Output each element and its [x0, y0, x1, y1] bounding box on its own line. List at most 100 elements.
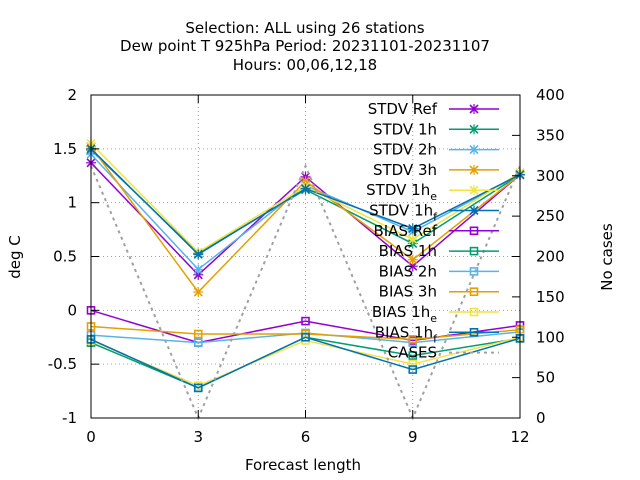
- legend-marker: [469, 246, 479, 256]
- series-line: [90, 336, 521, 389]
- y2-tick-label: 0: [536, 409, 546, 427]
- data-point: [407, 234, 418, 245]
- y-tick-label: -0.5: [48, 355, 77, 373]
- legend-item: BIAS 1hf: [375, 323, 499, 345]
- y2-tick-label: 100: [536, 328, 565, 346]
- y-tick-label: -1: [62, 409, 77, 427]
- title-line-2: Dew point T 925hPa Period: 20231101-2023…: [120, 37, 490, 55]
- series-10: [86, 332, 525, 391]
- legend-label-text: STDV 1h: [366, 181, 430, 199]
- chart-title: Selection: ALL using 26 stations Dew poi…: [120, 19, 490, 74]
- legend-label: CASES: [388, 344, 437, 362]
- x-axis-label: Forecast length: [245, 456, 361, 474]
- legend-item: STDV 1h: [373, 120, 499, 138]
- series-line: [90, 163, 521, 421]
- y-tick-label: 0: [67, 301, 77, 319]
- series-11: [86, 332, 525, 393]
- legend-marker: [469, 124, 479, 135]
- y2-tick-label: 400: [536, 86, 565, 104]
- legend-item: STDV 2h: [373, 141, 499, 159]
- series-12: [90, 163, 521, 421]
- x-tick-label: 12: [510, 428, 529, 446]
- series-1: [86, 144, 525, 259]
- data-point: [193, 383, 203, 393]
- y2-tick-label: 200: [536, 248, 565, 266]
- title-line-3: Hours: 00,06,12,18: [233, 56, 377, 74]
- legend-label-text: STDV Ref: [368, 100, 438, 118]
- legend-label-text: BIAS 1h: [379, 242, 437, 260]
- legend-label-text: BIAS 2h: [379, 262, 437, 280]
- legend-marker: [469, 144, 479, 155]
- legend-label-text: STDV 1h: [369, 202, 433, 220]
- legend-label-text: BIAS 1h: [372, 303, 430, 321]
- data-point: [193, 338, 203, 347]
- x-tick-label: 0: [86, 428, 96, 446]
- legend-item: STDV 1he: [366, 181, 499, 203]
- legend-item: BIAS 3h: [379, 283, 499, 301]
- legend-marker: [469, 267, 479, 276]
- data-point: [407, 223, 418, 234]
- legend-label: BIAS 1he: [372, 303, 437, 325]
- legend-label: BIAS 2h: [379, 262, 437, 280]
- data-point: [193, 249, 204, 260]
- series-5: [86, 143, 525, 260]
- y-tick-label: 2: [67, 86, 77, 104]
- legend-item: CASES: [388, 344, 499, 362]
- legend-label: BIAS Ref: [373, 222, 437, 240]
- legend-label: STDV Ref: [368, 100, 438, 118]
- data-point: [301, 332, 310, 342]
- legend-label-text: BIAS 3h: [379, 283, 437, 301]
- y2-tick-label: 150: [536, 288, 565, 306]
- data-point: [193, 264, 204, 275]
- legend-label-subscript: f: [433, 332, 438, 345]
- y2-axis-label: No cases: [598, 223, 616, 291]
- y2-tick-label: 50: [536, 369, 555, 387]
- y2-tick-label: 300: [536, 167, 565, 185]
- legend-item: BIAS 1he: [372, 303, 499, 325]
- legend-label-subscript: f: [433, 211, 438, 224]
- legend-label-subscript: e: [430, 312, 437, 325]
- legend-marker: [469, 164, 479, 175]
- data-point: [300, 183, 311, 194]
- legend-item: BIAS 2h: [379, 262, 499, 280]
- legend-item: BIAS 1h: [379, 242, 499, 260]
- legend-label-text: CASES: [388, 344, 437, 362]
- legend-label: STDV 3h: [373, 161, 437, 179]
- series-line: [90, 331, 521, 344]
- legend-marker: [469, 226, 479, 236]
- data-point: [193, 287, 204, 298]
- legend-label: STDV 1h: [373, 120, 437, 138]
- data-point: [301, 316, 310, 326]
- series-layer: [86, 138, 525, 421]
- legend-item: STDV 3h: [373, 161, 499, 179]
- legend-label: BIAS 1h: [379, 242, 437, 260]
- legend-marker: [469, 287, 479, 297]
- y2-tick-label: 250: [536, 207, 565, 225]
- x-tick-label: 9: [408, 428, 418, 446]
- legend-label-subscript: e: [430, 190, 437, 203]
- legend-marker: [469, 104, 479, 114]
- data-point: [408, 365, 418, 374]
- y-tick-label: 1: [67, 194, 77, 212]
- data-point: [193, 329, 203, 339]
- legend-label: STDV 2h: [373, 141, 437, 159]
- data-point: [408, 359, 418, 369]
- y-tick-label: 1.5: [53, 140, 77, 158]
- data-point: [408, 351, 418, 360]
- legend-label: STDV 1hf: [369, 202, 438, 224]
- legend-marker: [469, 327, 479, 337]
- legend-label-text: BIAS Ref: [373, 222, 437, 240]
- legend-label-text: STDV 3h: [373, 161, 437, 179]
- data-point: [407, 254, 418, 265]
- legend-label-text: STDV 1h: [373, 120, 437, 138]
- legend-label: BIAS 1hf: [375, 323, 438, 345]
- legend-label: STDV 1he: [366, 181, 437, 203]
- legend-item: STDV Ref: [368, 100, 499, 118]
- legend-marker: [469, 205, 479, 216]
- legend-label: BIAS 3h: [379, 283, 437, 301]
- legend-label-text: BIAS 1h: [375, 323, 433, 341]
- x-tick-label: 3: [193, 428, 203, 446]
- axes: 2 1.5 1 0.5 0 -0.5 -1 400 350 300 250 200 150 100 50 0 0…: [48, 86, 565, 446]
